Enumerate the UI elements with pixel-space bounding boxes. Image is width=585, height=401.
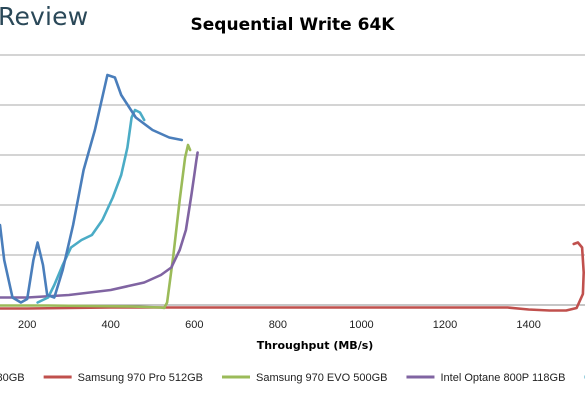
legend: S 480GB Samsung 970 Pro 512GB Samsung 970 … xyxy=(0,372,585,384)
series-line-3 xyxy=(0,151,199,299)
grid-layer xyxy=(0,54,585,256)
x-tick-label: 1000 xyxy=(349,319,373,331)
x-axis-label: Throughput (MB/s) xyxy=(257,339,374,352)
brand-logo-text: Review xyxy=(0,2,89,31)
x-tick-label: 800 xyxy=(269,319,287,331)
x-tick-label: 600 xyxy=(185,319,203,331)
legend-label-3: Intel Optane 800P 118GB xyxy=(440,372,565,384)
x-tick-label: 1400 xyxy=(516,319,540,331)
series-line-1 xyxy=(0,241,585,312)
series-layer xyxy=(0,73,585,312)
legend-label-2: Samsung 970 EVO 500GB xyxy=(256,372,387,384)
series-line-2 xyxy=(0,143,192,310)
x-tick-label: 400 xyxy=(102,319,120,331)
x-tick-label: 200 xyxy=(18,319,36,331)
series-line-4 xyxy=(36,108,146,304)
x-tick-label: 1200 xyxy=(433,319,457,331)
series-line-0 xyxy=(0,73,184,304)
legend-label-1: Samsung 970 Pro 512GB xyxy=(78,372,203,384)
legend-label-0: S 480GB xyxy=(0,372,25,384)
chart-title: Sequential Write 64K xyxy=(190,15,395,35)
